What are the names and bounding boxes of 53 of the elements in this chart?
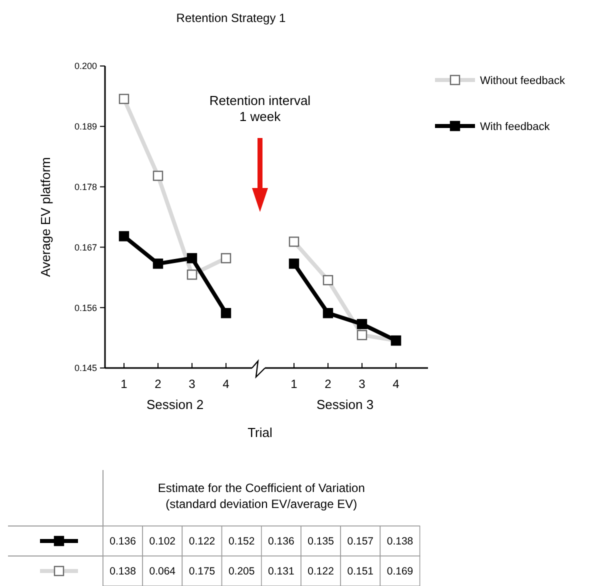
y-tick-label: 0.178 — [74, 182, 97, 192]
data-label: 0.135 — [308, 536, 334, 548]
text: Session 2 — [146, 397, 204, 412]
text: Session 3 — [316, 397, 374, 412]
point — [118, 94, 130, 104]
legend-label: With feedback — [480, 120, 550, 133]
data-label: 0.122 — [188, 536, 216, 548]
data-label: 0.131 — [268, 566, 294, 578]
x-tick-label: 2 — [154, 377, 162, 391]
x-tick-label: 4 — [392, 377, 400, 391]
data-label: 0.152 — [228, 536, 255, 548]
data-label: 0.157 — [347, 536, 374, 548]
y-tick-label: 0.145 — [74, 363, 97, 374]
chart-title: Estimate for the Coefficient of Variation (standard deviation EV/average EV) — [158, 481, 365, 511]
point — [288, 258, 300, 269]
x-tick-label: 3 — [358, 377, 366, 391]
point — [186, 253, 198, 264]
point — [118, 231, 130, 242]
point — [220, 308, 232, 318]
legend-label: Without feedback — [480, 74, 566, 87]
point — [322, 308, 334, 318]
x-tick-label: 2 — [324, 377, 332, 391]
point — [356, 318, 368, 330]
data-label: 0.205 — [228, 566, 255, 578]
point — [322, 275, 334, 286]
data-label: 0.122 — [308, 566, 334, 578]
point — [220, 253, 232, 264]
x-tick-label: 1 — [290, 377, 298, 391]
point — [186, 270, 198, 280]
data-label: 0.136 — [268, 536, 294, 548]
data-label: 0.169 — [386, 566, 414, 578]
x-tick-label: 3 — [188, 377, 196, 391]
y-tick-label: 0.189 — [74, 122, 97, 132]
x-tick-label: 4 — [222, 377, 230, 391]
data-label: 0.151 — [347, 566, 374, 578]
data-label: 0.138 — [386, 536, 414, 548]
annotation: Retention interval 1 week — [209, 93, 311, 124]
point — [152, 258, 164, 269]
data-label: 0.064 — [149, 566, 176, 578]
point — [288, 236, 300, 247]
point — [152, 170, 164, 181]
y-tick-label: 0.156 — [74, 302, 97, 313]
y-tick-label: 0.167 — [74, 242, 97, 252]
chart-title: Retention Strategy 1 — [176, 11, 286, 25]
y-axis-title: Average EV platform — [38, 157, 53, 277]
data-label: 0.136 — [110, 536, 136, 548]
y-tick-label: 0.200 — [74, 61, 97, 72]
data-label: 0.102 — [149, 536, 176, 548]
data-label: 0.138 — [110, 566, 136, 578]
x-tick-label: 1 — [120, 377, 128, 391]
data-label: 0.175 — [188, 566, 216, 578]
point — [356, 330, 368, 340]
x-axis-title: Trial — [248, 425, 273, 440]
